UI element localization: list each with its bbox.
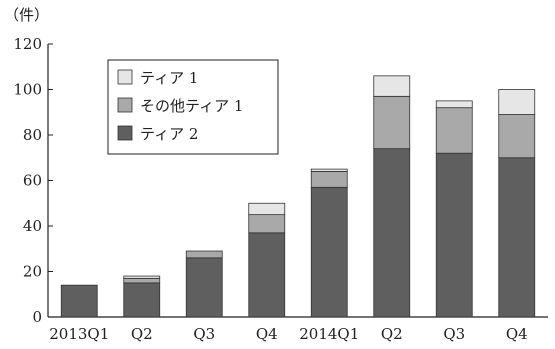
legend-swatch	[117, 69, 133, 85]
x-category-label: Q2	[381, 325, 403, 343]
y-tick-label: 100	[13, 81, 42, 99]
legend-label: その他ティア 1	[140, 97, 243, 115]
y-tick-label: 120	[13, 35, 42, 53]
bar-segment	[60, 284, 98, 318]
x-category-label: Q2	[131, 325, 153, 343]
x-category-label: Q4	[506, 325, 528, 343]
bar-segment	[435, 152, 473, 318]
y-tick-label: 60	[23, 172, 42, 190]
bar-segment	[185, 250, 223, 259]
bar-segment	[373, 75, 411, 97]
bar-segment	[123, 275, 161, 279]
bar-segment	[123, 282, 161, 318]
x-category-label: 2013Q1	[49, 325, 109, 343]
bar-segment	[185, 257, 223, 318]
legend-swatch	[117, 125, 133, 141]
legend: ティア 1 その他ティア 1 ティア 2	[107, 59, 279, 155]
bars	[60, 75, 536, 318]
bar-segment	[310, 186, 348, 318]
legend-label: ティア 2	[140, 125, 198, 143]
x-category-label: Q4	[256, 325, 278, 343]
bar-segment	[435, 107, 473, 154]
bar-segment	[498, 157, 536, 318]
bar-segment	[248, 232, 286, 318]
y-tick-label: 0	[32, 308, 42, 326]
y-ticks: 0 20 40 60 80 100 120	[13, 35, 53, 326]
bar-segment	[498, 114, 536, 159]
bar-segment	[373, 95, 411, 150]
x-category-label: Q3	[193, 325, 215, 343]
bar-segment	[310, 170, 348, 188]
legend-box	[107, 59, 279, 155]
bar-segment	[123, 277, 161, 284]
y-axis-unit-label: （件）	[4, 6, 49, 24]
bar-segment	[248, 214, 286, 234]
y-tick-label: 40	[23, 217, 42, 235]
x-category-label: 2014Q1	[299, 325, 359, 343]
x-category-labels: 2013Q1 Q2 Q3 Q4 2014Q1 Q2 Q3 Q4	[49, 325, 527, 343]
bar-segment	[435, 100, 473, 109]
x-category-label: Q3	[443, 325, 465, 343]
legend-label: ティア 1	[140, 69, 198, 87]
y-tick-label: 80	[23, 126, 42, 144]
bar-segment	[310, 168, 348, 172]
y-tick-label: 20	[23, 263, 42, 281]
bar-segment	[498, 89, 536, 115]
bar-segment	[373, 148, 411, 318]
legend-swatch	[117, 97, 133, 113]
bar-segment	[248, 202, 286, 216]
